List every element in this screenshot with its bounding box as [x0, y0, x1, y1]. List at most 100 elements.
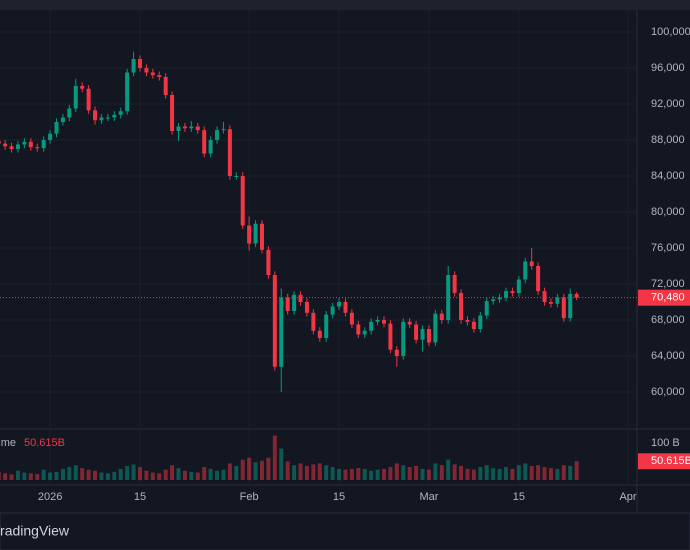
brand: TradingView [0, 523, 70, 539]
y-tick-label: 92,000 [651, 98, 685, 110]
volume-bar [510, 468, 515, 480]
volume-bar [394, 463, 399, 480]
candle-body [394, 349, 399, 356]
volume-bar [285, 461, 290, 480]
volume-bar [118, 468, 123, 480]
volume-bar [93, 470, 98, 480]
volume-bar [54, 471, 59, 480]
volume-bar [497, 468, 502, 480]
candle-body [497, 297, 502, 300]
volume-bar [555, 468, 560, 480]
candle-body [446, 275, 451, 320]
volume-bar [529, 465, 534, 480]
volume-bar [73, 465, 78, 480]
candle-body [298, 294, 303, 302]
volume-bar [311, 464, 316, 480]
candle-body [131, 59, 136, 73]
candle-body [285, 297, 290, 311]
volume-bar [407, 467, 412, 480]
volume-bar [369, 470, 374, 480]
volume-bar [279, 448, 284, 480]
volume-bar [439, 465, 444, 480]
volume-bar [504, 467, 509, 480]
volume-last-label: 50.615B [651, 455, 690, 467]
volume-bar [317, 463, 322, 480]
candle-body [324, 314, 329, 338]
volume-bar [401, 465, 406, 480]
volume-bar [112, 471, 117, 480]
candle-body [182, 126, 187, 129]
candle-body [465, 320, 470, 322]
volume-bar [0, 471, 1, 480]
candle-body [304, 302, 309, 313]
y-tick-label: 84,000 [651, 170, 685, 182]
candle-body [439, 313, 444, 320]
candle-body [48, 133, 53, 140]
volume-bar [330, 467, 335, 480]
bottom-bar [0, 512, 690, 550]
y-tick-label: 76,000 [651, 242, 685, 254]
candle-body [574, 293, 579, 298]
volume-bar [253, 462, 258, 480]
volume-bar [202, 467, 207, 480]
y-tick-label: 96,000 [651, 62, 685, 74]
volume-bar [208, 468, 213, 480]
candle-body [369, 321, 374, 331]
candle-body [452, 275, 457, 293]
candle-body [28, 141, 33, 148]
candle-body [510, 291, 515, 293]
volume-bar [137, 467, 142, 480]
last-price-label: 70,480 [651, 292, 685, 304]
volume-bar [362, 468, 367, 480]
volume-bar [35, 474, 40, 480]
candle-body [401, 321, 406, 356]
volume-bar [484, 465, 489, 480]
volume-bar [452, 464, 457, 480]
candle-body [523, 261, 528, 280]
candle-body [73, 86, 78, 109]
volume-last-tag [638, 453, 690, 470]
candle-body [247, 225, 252, 244]
volume-bar [28, 473, 33, 480]
candle-body [561, 297, 566, 319]
volume-bar [247, 457, 252, 480]
candle-body [362, 330, 367, 335]
volume-bar [163, 469, 168, 480]
y-tick-label: 100,000 [651, 26, 690, 38]
top-bar [0, 0, 690, 10]
x-tick-label: Apr [619, 491, 636, 503]
candle-body [484, 301, 489, 316]
candle-body [54, 122, 59, 134]
volume-bar [292, 465, 297, 480]
candle-body [381, 320, 386, 324]
candle-body [529, 261, 534, 266]
volume-bar [215, 470, 220, 480]
candle-body [35, 147, 40, 149]
candle-body [195, 126, 200, 131]
candle-body [337, 302, 342, 307]
candle-body [215, 130, 220, 140]
candle-body [343, 302, 348, 313]
candle-body [9, 146, 14, 149]
volume-bar [433, 463, 438, 480]
volume-bar [561, 465, 566, 480]
candle-body [208, 140, 213, 154]
volume-bar [375, 469, 380, 480]
candle-body [504, 291, 509, 298]
candle-body [311, 312, 316, 331]
candle-body [86, 88, 91, 111]
volume-bar [125, 465, 130, 480]
volume-bar [9, 474, 14, 480]
volume-bar [523, 463, 528, 480]
volume-bar [471, 469, 476, 480]
volume-bar [304, 465, 309, 480]
candle-body [272, 275, 277, 367]
candle-body [144, 68, 149, 73]
candle-body [471, 321, 476, 329]
candle-body [41, 140, 46, 149]
candle-body [99, 117, 104, 121]
volume-bar [86, 469, 91, 480]
volume-bar [131, 464, 136, 480]
candle-body [516, 279, 521, 293]
